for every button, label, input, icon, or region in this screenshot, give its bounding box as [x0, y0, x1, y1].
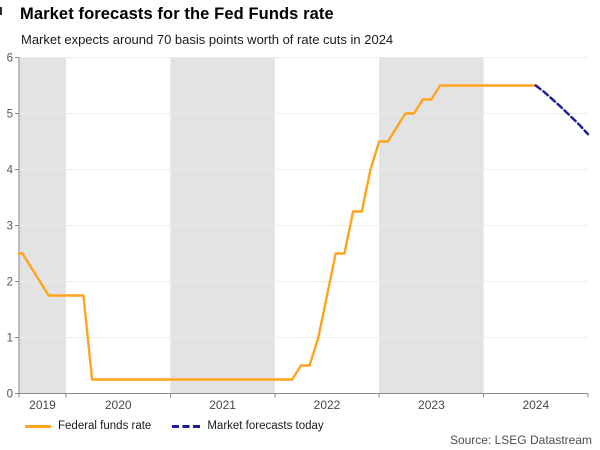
- gridline-layer: [19, 57, 588, 338]
- x-axis-label: 2020: [105, 398, 132, 412]
- x-axis-label: 2024: [522, 398, 549, 412]
- legend-label-federal-funds-rate: Federal funds rate: [58, 420, 152, 432]
- y-axis-label: 3: [7, 221, 13, 233]
- page-title: Market forecasts for the Fed Funds rate: [20, 5, 334, 23]
- tick-label-layer: 0 1 2 3 4 5 6 2019 2020 2021 2022 2023 2024: [7, 53, 550, 413]
- y-axis-label: 0: [7, 389, 13, 401]
- x-axis-label: 2022: [314, 398, 341, 412]
- legend-line-federal-funds-rate-icon: [25, 424, 51, 428]
- x-axis-label: 2021: [209, 398, 236, 412]
- x-axis-label: 2023: [418, 398, 445, 412]
- y-axis-label: 6: [7, 53, 13, 65]
- page-edge-artifact: [0, 7, 2, 15]
- y-axis-label: 5: [7, 109, 13, 121]
- axis-layer: [15, 57, 589, 398]
- chart-legend: Federal funds rate Market forecasts toda…: [25, 420, 324, 432]
- source-credit: Source: LSEG Datastream: [449, 433, 592, 447]
- y-axis-label: 1: [7, 333, 13, 345]
- y-axis-label: 4: [7, 165, 14, 177]
- series-line-federal-funds-rate: [17, 84, 537, 381]
- y-axis-label: 2: [7, 277, 13, 289]
- x-axis-label: 2019: [29, 398, 56, 412]
- series-line-market-forecasts: [534, 84, 590, 136]
- page-subtitle: Market expects around 70 basis points wo…: [21, 32, 394, 47]
- legend-line-market-forecasts-icon: [172, 424, 201, 428]
- legend-label-market-forecasts: Market forecasts today: [207, 420, 324, 432]
